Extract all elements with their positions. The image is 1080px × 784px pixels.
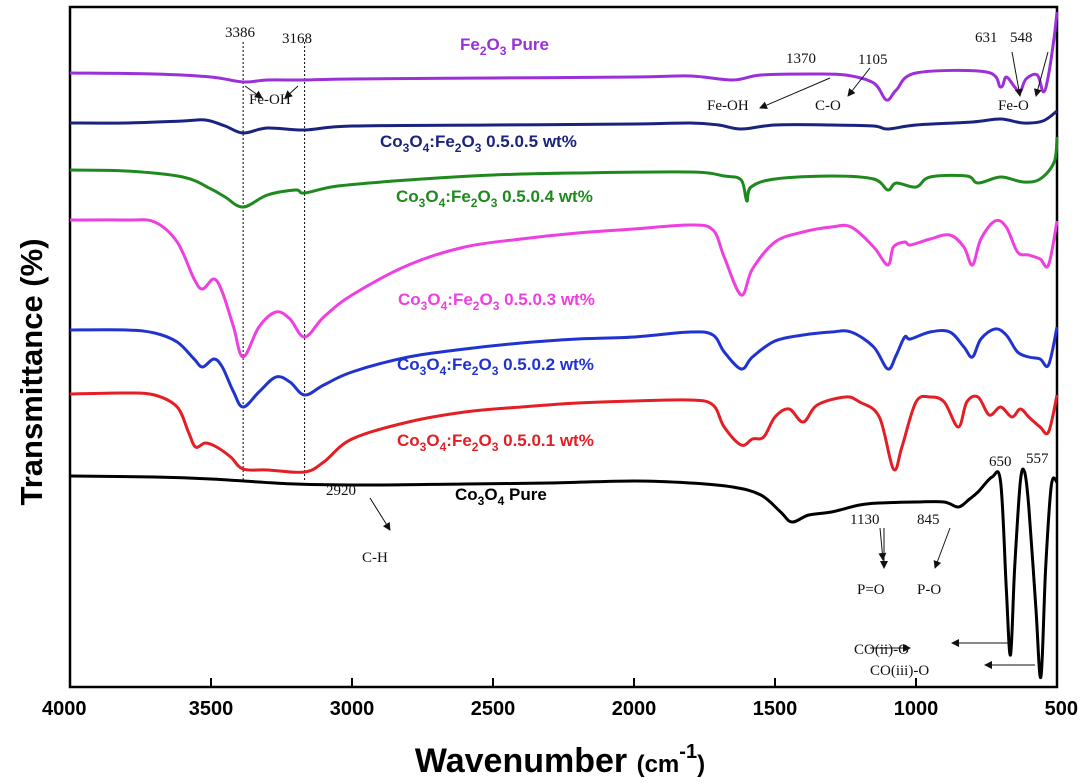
x-tick-label-3500: 3500 <box>189 698 234 720</box>
annotation-p-eq-o: P=O <box>857 582 885 598</box>
annotation-548: 548 <box>1010 30 1033 46</box>
annotation-650: 650 <box>989 454 1012 470</box>
annotation-c-o: C-O <box>815 98 841 114</box>
series-line-0 <box>69 11 1059 102</box>
series-label-0501: Co3O4:Fe2O3 0.5.0.1 wt% <box>397 431 594 454</box>
series-label-fe2o3-pure: Fe2O3 Pure <box>460 35 549 58</box>
annotation-fe-o: Fe-O <box>998 98 1029 114</box>
series-line-1 <box>69 109 1058 135</box>
x-axis-label: Wavenumber (cm-1) <box>415 741 705 780</box>
annotation-2920: 2920 <box>326 483 356 499</box>
annotation-coiii-o: CO(iii)-O <box>870 663 929 679</box>
series-line-4 <box>69 326 1059 409</box>
annotation-3386: 3386 <box>225 25 256 41</box>
annotation-557: 557 <box>1026 451 1049 467</box>
annotation-arrow-9 <box>933 527 951 569</box>
x-tick-label-1500: 1500 <box>753 698 798 720</box>
x-tick-label-2000: 2000 <box>612 698 657 720</box>
x-tick-label-2500: 2500 <box>471 698 516 720</box>
annotation-arrow-6 <box>369 497 391 531</box>
annotation-arrow-2 <box>759 77 831 109</box>
annotation-arrow-3 <box>847 67 871 97</box>
annotation-fe-oh-right: Fe-OH <box>707 98 749 114</box>
y-axis-label: Transmittance (%) <box>14 238 49 505</box>
x-tick-label-4000: 4000 <box>42 698 87 720</box>
annotation-arrows <box>244 51 1049 669</box>
x-tick-label-1000: 1000 <box>894 698 939 720</box>
series-label-0502: Co3O4:Fe2O3 0.5.0.2 wt% <box>397 355 594 378</box>
series-label-co3o4-pure: Co3O4 Pure <box>455 485 547 508</box>
annotation-arrow-0 <box>244 85 263 99</box>
annotation-631: 631 <box>975 30 998 46</box>
annotation-arrow-1 <box>284 85 299 99</box>
series-label-0505: Co3O4:Fe2O3 0.5.0.5 wt% <box>380 132 577 155</box>
annotation-fe-oh-left: Fe-OH <box>249 92 291 108</box>
x-ticks: 4000 3500 3000 2500 2000 1500 1000 500 <box>42 678 1078 720</box>
annotation-c-h: C-H <box>362 550 388 566</box>
annotation-arrow-8 <box>878 527 887 561</box>
series-line-6 <box>69 467 1059 679</box>
series-label-0503: Co3O4:Fe2O3 0.5.0.3 wt% <box>398 290 595 313</box>
annotation-845: 845 <box>917 512 940 528</box>
annotation-1370: 1370 <box>786 51 816 67</box>
annotation-coii-o: CO(ii)-O <box>854 642 909 658</box>
x-tick-label-500: 500 <box>1045 698 1078 720</box>
annotation-arrow-4 <box>1011 51 1023 97</box>
x-tick-label-3000: 3000 <box>330 698 375 720</box>
spectra-curves <box>69 11 1059 679</box>
series-line-3 <box>69 218 1059 359</box>
series-label-0504: Co3O4:Fe2O3 0.5.0.4 wt% <box>396 187 593 210</box>
annotation-1105: 1105 <box>858 52 887 68</box>
annotation-arrow-5 <box>1033 51 1049 97</box>
annotation-3168: 3168 <box>282 31 312 47</box>
annotation-1130: 1130 <box>850 512 879 528</box>
series-line-2 <box>69 136 1059 209</box>
annotation-p-o: P-O <box>917 582 941 598</box>
series-line-5 <box>69 391 1059 474</box>
reference-lines <box>242 42 306 482</box>
plot-frame <box>68 5 1059 689</box>
